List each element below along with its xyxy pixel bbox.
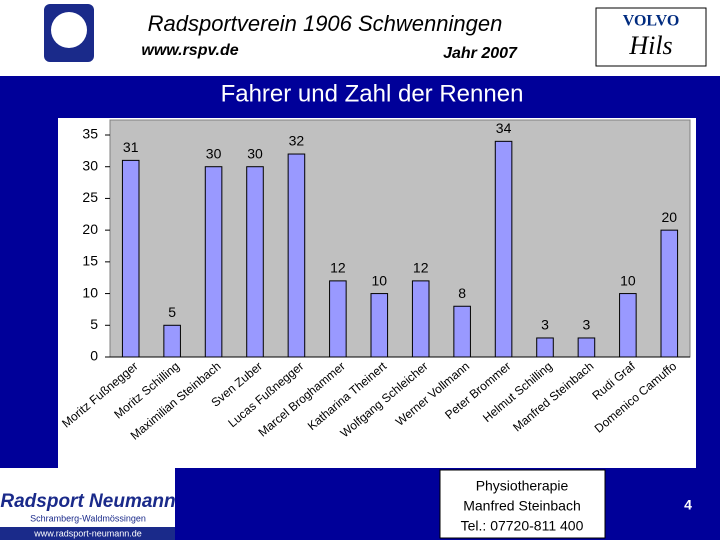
bar bbox=[246, 166, 264, 358]
bar bbox=[577, 337, 596, 358]
y-tick-label: 20 bbox=[82, 221, 98, 237]
y-tick-label: 15 bbox=[82, 253, 98, 269]
footer-box-line: Manfred Steinbach bbox=[463, 498, 581, 514]
footer-box-line: Tel.: 07720-811 400 bbox=[461, 518, 584, 534]
bar bbox=[411, 280, 430, 358]
sponsor-bottom: Hils bbox=[628, 31, 672, 60]
club-logo-emblem bbox=[51, 12, 87, 48]
bar bbox=[536, 337, 554, 358]
data-label: 34 bbox=[496, 120, 512, 136]
y-tick-label: 30 bbox=[82, 157, 98, 173]
bar bbox=[287, 153, 306, 358]
chart-title: Fahrer und Zahl der Rennen bbox=[221, 80, 524, 107]
sponsor-logo bbox=[595, 7, 707, 67]
header-title: Radsportverein 1906 Schwenningen bbox=[148, 11, 503, 36]
sponsor-top: VOLVO bbox=[623, 13, 680, 30]
bar bbox=[121, 159, 140, 358]
header-year: Jahr 2007 bbox=[443, 45, 518, 62]
data-label: 32 bbox=[289, 133, 305, 149]
data-label: 10 bbox=[620, 272, 636, 288]
bar bbox=[163, 324, 181, 358]
y-tick-label: 5 bbox=[90, 316, 98, 332]
data-label: 31 bbox=[123, 139, 139, 155]
data-label: 12 bbox=[330, 260, 346, 276]
bar bbox=[494, 140, 513, 358]
data-label: 30 bbox=[206, 145, 222, 161]
bar bbox=[204, 166, 223, 358]
header-url: www.rspv.de bbox=[141, 42, 238, 59]
data-label: 5 bbox=[168, 304, 176, 320]
bar bbox=[619, 293, 637, 358]
data-label: 8 bbox=[458, 285, 466, 301]
data-label: 3 bbox=[541, 317, 549, 333]
y-tick-label: 0 bbox=[90, 348, 98, 364]
bar bbox=[660, 229, 679, 358]
footer-logo-url: www.radsport-neumann.de bbox=[33, 528, 142, 538]
plot-area bbox=[109, 119, 691, 358]
data-label: 10 bbox=[371, 272, 387, 288]
bar bbox=[329, 280, 347, 358]
footer-logo-urlbar bbox=[0, 527, 175, 540]
data-label: 3 bbox=[583, 317, 591, 333]
footer-box bbox=[439, 469, 606, 539]
bar bbox=[370, 293, 389, 358]
data-label: 12 bbox=[413, 260, 429, 276]
bar bbox=[453, 305, 471, 358]
data-label: 20 bbox=[661, 209, 677, 225]
y-tick-label: 35 bbox=[82, 126, 98, 142]
footer-logo-subtitle: Schramberg-Waldmössingen bbox=[30, 513, 146, 523]
footer-box-line: Physiotherapie bbox=[476, 478, 569, 494]
y-tick-label: 10 bbox=[82, 284, 98, 300]
y-tick-label: 25 bbox=[82, 189, 98, 205]
footer-logo-title: Radsport Neumann bbox=[0, 491, 175, 512]
data-label: 30 bbox=[247, 145, 263, 161]
page-number: 4 bbox=[684, 497, 692, 513]
